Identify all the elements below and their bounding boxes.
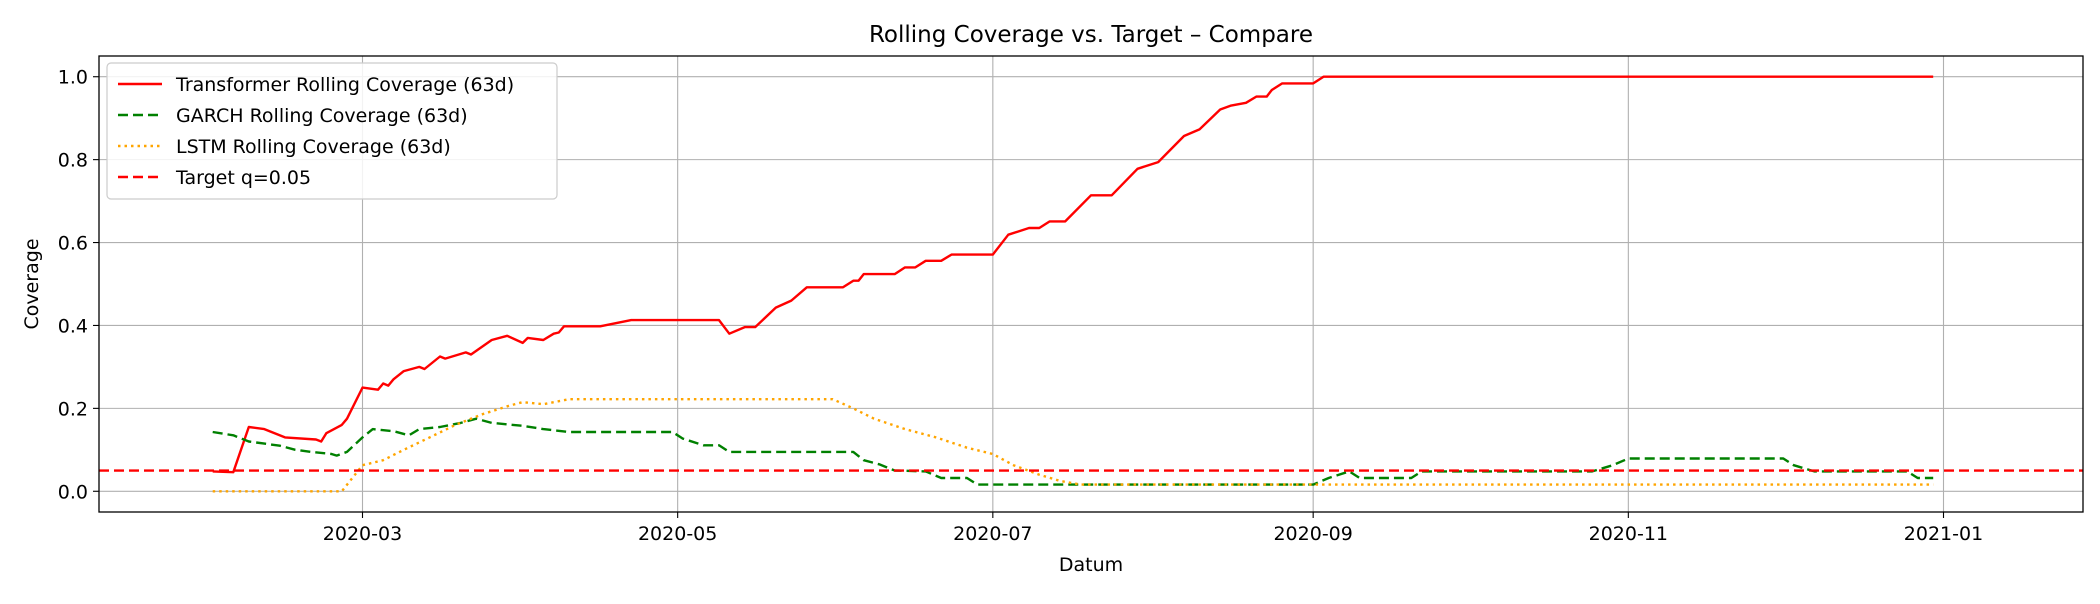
chart-title: Rolling Coverage vs. Target – Compare — [869, 22, 1313, 48]
x-tick-label: 2021-01 — [1904, 523, 1983, 545]
x-axis-label: Datum — [1059, 554, 1123, 576]
legend-label: LSTM Rolling Coverage (63d) — [176, 136, 451, 158]
legend-label: Target q=0.05 — [175, 167, 311, 189]
y-axis-label: Coverage — [21, 238, 43, 329]
transformer-coverage-line — [212, 75, 1934, 474]
x-tick-label: 2020-09 — [1273, 523, 1352, 545]
x-tick-label: 2020-07 — [953, 523, 1032, 545]
y-tick-label: 0.6 — [58, 233, 88, 255]
y-tick-label: 0.8 — [58, 150, 88, 172]
plot-layer — [99, 75, 2083, 493]
y-tick-label: 0.0 — [58, 481, 88, 503]
legend: Transformer Rolling Coverage (63d) GARCH … — [106, 62, 558, 200]
y-tick-label: 0.2 — [58, 398, 88, 420]
x-tick-label: 2020-11 — [1589, 523, 1668, 545]
legend-label: Transformer Rolling Coverage (63d) — [175, 74, 514, 96]
plot-frame — [98, 55, 2084, 513]
x-tick-label: 2020-05 — [638, 523, 717, 545]
legend-label: GARCH Rolling Coverage (63d) — [176, 105, 468, 127]
garch-coverage-line — [212, 417, 1934, 486]
legend-box — [106, 62, 558, 200]
lstm-coverage-line — [212, 398, 1934, 493]
ticks-layer: 2020-03 2020-05 2020-07 2020-09 2020-11 2021-… — [58, 67, 1983, 545]
x-tick-label: 2020-03 — [323, 523, 402, 545]
y-tick-label: 0.4 — [58, 315, 88, 337]
y-tick-label: 1.0 — [58, 67, 88, 89]
